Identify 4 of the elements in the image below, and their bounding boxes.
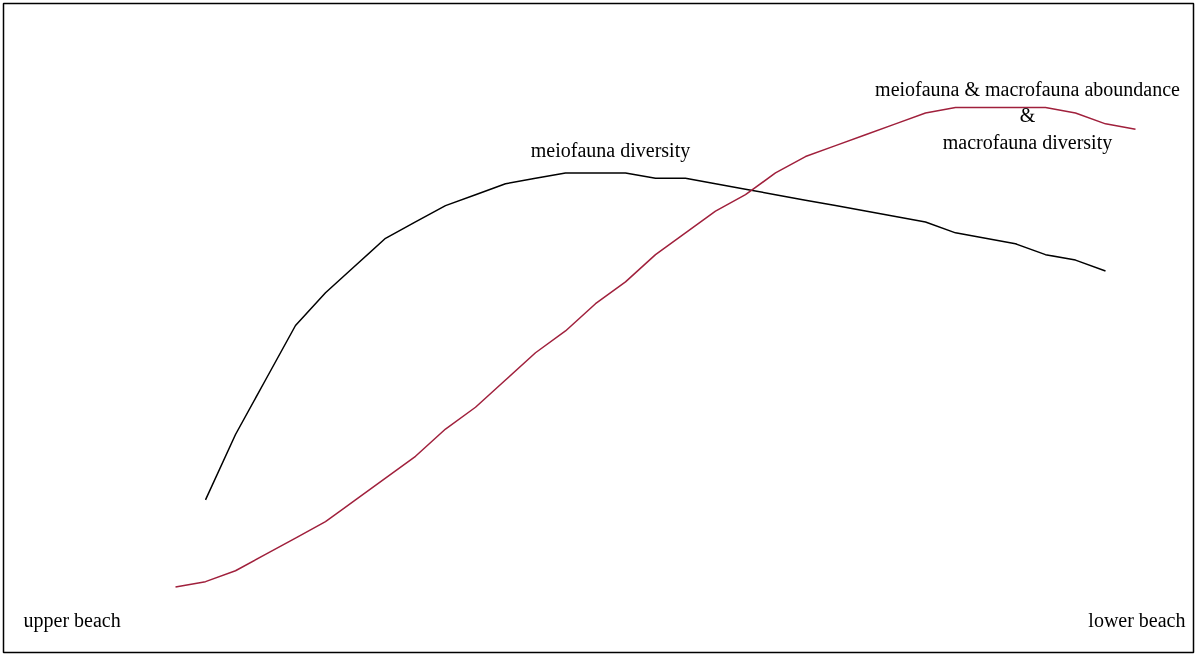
text: upper beach <box>23 608 121 632</box>
annotation: lower beach <box>1088 608 1186 631</box>
series-label: meiofauna diversity <box>530 138 691 162</box>
series-label: meiofauna & macrofauna aboundance & macrofauna diversity <box>875 78 1181 154</box>
